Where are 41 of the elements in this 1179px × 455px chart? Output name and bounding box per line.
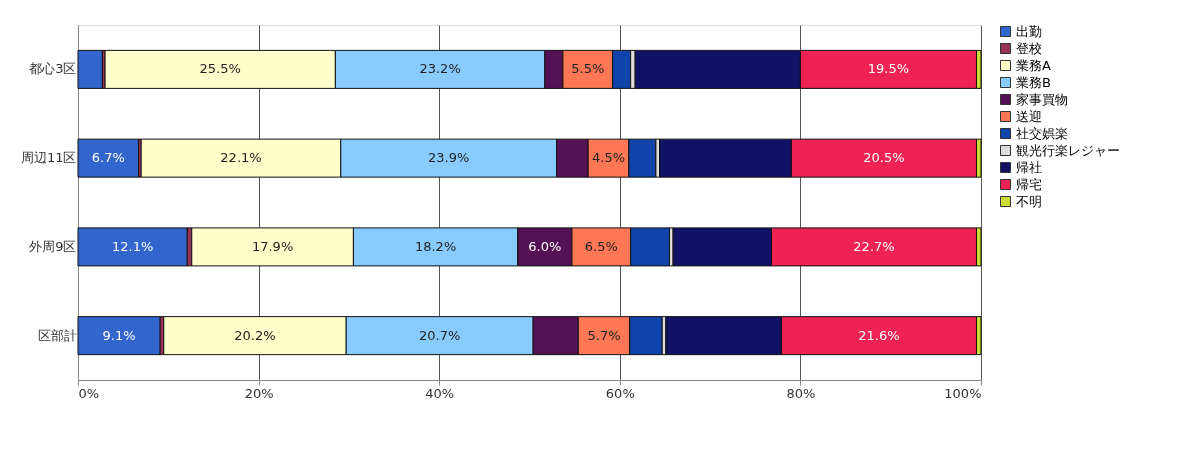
x-tick-label: 40% xyxy=(425,385,455,401)
data-label: 6.5% xyxy=(584,238,618,254)
legend-label: 登校 xyxy=(1016,40,1042,56)
data-label: 9.1% xyxy=(102,327,136,343)
data-label: 12.1% xyxy=(111,238,154,254)
legend-label: 送迎 xyxy=(1016,108,1042,124)
data-label: 4.5% xyxy=(592,150,626,166)
legend-label: 業務A xyxy=(1016,57,1051,73)
x-tick-label: 100% xyxy=(944,385,982,401)
data-label: 6.7% xyxy=(91,150,125,166)
data-label: 19.5% xyxy=(867,61,910,77)
data-label: 6.0% xyxy=(528,238,562,254)
data-label: 21.6% xyxy=(858,327,900,343)
data-label: 20.2% xyxy=(234,327,276,343)
legend-label: 家事買物 xyxy=(1016,91,1068,107)
data-label: 23.9% xyxy=(428,150,470,166)
y-tick-label: 外周9区 xyxy=(29,238,77,254)
y-tick-label: 区部計 xyxy=(37,327,77,343)
legend-label: 帰社 xyxy=(1016,159,1042,175)
data-label: 17.9% xyxy=(251,238,294,254)
x-tick-label: 60% xyxy=(605,385,635,401)
y-tick-label: 都心3区 xyxy=(29,61,77,77)
legend-label: 不明 xyxy=(1016,193,1042,209)
legend-label: 出勤 xyxy=(1016,23,1042,39)
y-tick-label: 周辺11区 xyxy=(20,150,77,166)
x-tick-label: 0% xyxy=(78,385,100,401)
data-label: 22.1% xyxy=(220,150,262,166)
legend-label: 帰宅 xyxy=(1016,176,1042,192)
legend-label: 業務B xyxy=(1016,74,1051,90)
data-label: 23.2% xyxy=(419,61,461,77)
data-label: 22.7% xyxy=(853,238,895,254)
data-label: 20.5% xyxy=(863,150,905,166)
x-tick-label: 20% xyxy=(244,385,274,401)
data-label: 5.7% xyxy=(587,327,621,343)
legend-label: 観光行楽レジャー xyxy=(1016,142,1120,158)
data-label: 25.5% xyxy=(199,61,241,77)
legend-label: 社交娯楽 xyxy=(1016,125,1068,141)
data-label: 18.2% xyxy=(414,238,457,254)
data-label: 20.7% xyxy=(419,327,461,343)
data-label: 5.5% xyxy=(571,61,605,77)
x-tick-label: 80% xyxy=(786,385,816,401)
